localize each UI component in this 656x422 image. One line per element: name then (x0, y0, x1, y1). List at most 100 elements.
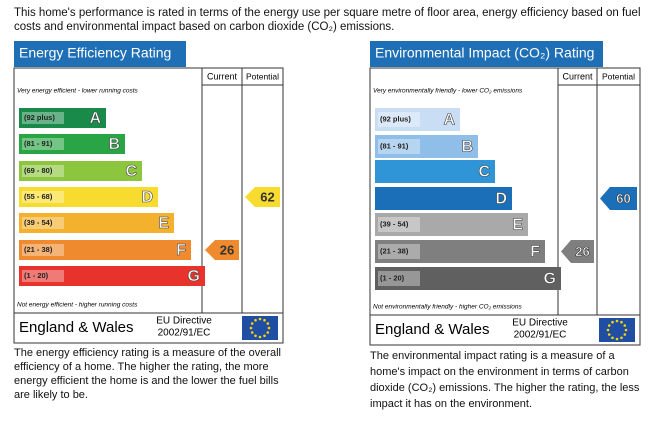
eu-star (624, 328, 628, 332)
rating-value: 26 (220, 242, 234, 257)
top-note: Very environmentally friendly - lower CO… (373, 88, 523, 95)
description: The energy efficiency rating is a measur… (14, 347, 281, 401)
band (19, 108, 106, 128)
eu-star (254, 318, 257, 322)
description: The environmental impact rating is a mea… (370, 350, 640, 410)
band-range: (92 plus) (24, 113, 55, 122)
directive: 2002/91/EC (514, 330, 567, 341)
eu-star (254, 334, 257, 338)
eu-star (620, 336, 623, 340)
rating-arrow (205, 240, 239, 260)
eu-star (250, 322, 254, 325)
band (375, 213, 528, 236)
rating-arrow (561, 240, 594, 263)
band (375, 240, 545, 263)
band-letter: B (461, 139, 473, 156)
rating-value: 62 (260, 189, 274, 204)
range-bg (22, 244, 64, 256)
band-range: (21 - 38) (380, 246, 409, 255)
band-letter: F (176, 242, 186, 259)
col-header: Current (207, 71, 238, 81)
range-bg (22, 138, 64, 150)
band-letter: E (512, 217, 523, 234)
eu-star (263, 334, 266, 338)
col-header: Current (562, 71, 593, 81)
band (375, 267, 561, 290)
band (19, 161, 142, 181)
eu-star (611, 320, 614, 324)
band (19, 187, 158, 207)
eu-star (266, 322, 270, 325)
title-bar (370, 41, 603, 67)
rating-value: 60 (616, 191, 630, 206)
country: England & Wales (375, 321, 490, 338)
frame (13, 67, 284, 344)
eu-star (266, 331, 270, 334)
eu-star (267, 326, 271, 330)
band-letter: G (544, 271, 556, 288)
band-range: (1 - 20) (24, 271, 49, 280)
rating-arrow (245, 187, 280, 207)
eu-star (623, 333, 627, 336)
eu-star (620, 320, 623, 324)
band-letter: C (125, 163, 137, 180)
band (19, 213, 174, 233)
eu-star (606, 328, 610, 332)
range-bg (378, 139, 420, 154)
band-letter: A (443, 112, 455, 129)
band-range: (69 - 80) (24, 166, 53, 175)
band-range: (1 - 20) (380, 273, 405, 282)
eu-star (249, 326, 253, 330)
band-range: (39 - 54) (24, 218, 53, 227)
band-range: (55 - 68) (24, 192, 53, 201)
frame (369, 67, 641, 346)
eu-star (623, 324, 627, 327)
panel-title: Energy Efficiency Rating (19, 45, 171, 61)
bottom-note: Not energy efficient - higher running co… (17, 302, 138, 309)
band-range: (81 - 91) (24, 139, 53, 148)
country: England & Wales (19, 319, 134, 336)
band-range: (81 - 91) (380, 141, 409, 150)
range-bg (22, 191, 64, 203)
eu-star (258, 335, 262, 339)
eu-star (611, 336, 614, 340)
eu-star (607, 333, 611, 336)
band-letter: A (89, 110, 101, 127)
intro: This home's performance is rated in term… (14, 7, 641, 33)
col-header: Potential (246, 71, 279, 81)
top-note: Very energy efficient - lower running co… (17, 88, 139, 95)
range-bg (378, 271, 420, 286)
band (19, 134, 125, 154)
band (375, 160, 495, 183)
band-letter: C (478, 164, 490, 181)
band-letter: E (158, 215, 169, 232)
band-letter: D (495, 191, 507, 208)
range-bg (378, 112, 420, 127)
eu-star (250, 331, 254, 334)
range-bg (378, 244, 420, 259)
panel-title: Environmental Impact (CO₂) Rating (375, 45, 594, 61)
directive: EU Directive (512, 318, 568, 329)
bottom-note: Not environmentally friendly - higher CO… (373, 304, 523, 311)
eu-star (615, 337, 619, 341)
rating-arrow (600, 187, 637, 210)
band (19, 266, 205, 286)
eu-star (263, 318, 266, 322)
eu-star (615, 319, 619, 323)
range-bg (22, 165, 64, 177)
col-header: Potential (602, 71, 635, 81)
eu-star (258, 317, 262, 321)
band-range: (92 plus) (380, 114, 411, 123)
band-range: (21 - 38) (24, 245, 53, 254)
eu-star (607, 324, 611, 327)
band (375, 108, 460, 131)
title-bar (14, 41, 186, 67)
directive: EU Directive (156, 316, 212, 327)
rating-value: 26 (575, 244, 589, 259)
directive: 2002/91/EC (158, 328, 211, 339)
band (19, 240, 191, 260)
range-bg (22, 112, 64, 124)
band-letter: B (108, 136, 120, 153)
